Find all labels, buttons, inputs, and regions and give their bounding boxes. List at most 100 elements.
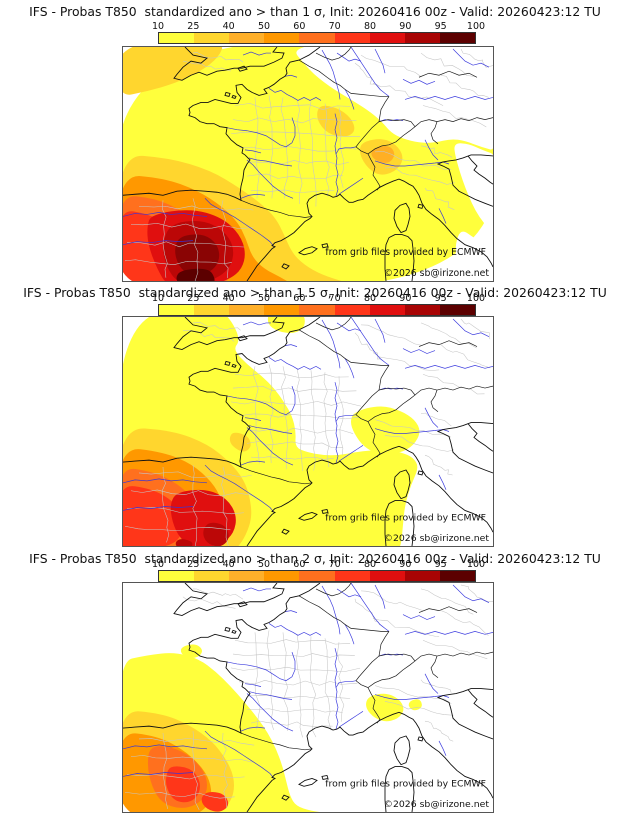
colorbar	[158, 32, 476, 44]
panel-title: IFS - Probas T850 standardized ano > tha…	[29, 4, 601, 19]
colorbar-tick: 95	[434, 559, 447, 570]
copyright-text: ©2026 sb@irizone.net	[384, 533, 490, 544]
probability-region-70-80	[201, 792, 229, 812]
colorbar-segment	[299, 305, 335, 315]
panel-title: IFS - Probas T850 standardized ano > tha…	[23, 285, 607, 300]
colorbar-ticks: 10 25 40 50 60 70 80 90 95 100	[152, 293, 485, 304]
colorbar-ticks: 10 25 40 50 60 70 80 90 95 100	[152, 559, 485, 570]
probability-region-<10	[296, 47, 493, 150]
colorbar-segment	[264, 33, 300, 43]
colorbar-segment	[264, 305, 300, 315]
colorbar-tick: 90	[399, 559, 412, 570]
colorbar-tick: 80	[363, 293, 377, 304]
map-1sigma: from grib files provided by ECMWF ©2026 s…	[122, 46, 494, 282]
colorbar-tick: 40	[222, 293, 235, 304]
forecast-panel-1_5sigma: IFS - Probas T850 standardized ano > tha…	[0, 283, 630, 547]
colorbar-segment	[369, 305, 405, 315]
colorbar-tick: 100	[466, 293, 486, 304]
colorbar-tick: 100	[466, 559, 486, 570]
colorbar-segment	[264, 571, 300, 581]
colorbar-segment	[229, 33, 265, 43]
colorbar-segment	[159, 33, 195, 43]
colorbar-tick: 95	[434, 21, 447, 32]
copyright-text: ©2026 sb@irizone.net	[384, 799, 490, 810]
map-2sigma: from grib files provided by ECMWF ©2026 s…	[122, 582, 494, 813]
probability-region-95-100	[175, 234, 220, 276]
colorbar-segment	[229, 571, 265, 581]
colorbar-tick: 50	[257, 21, 271, 32]
forecast-panel-1sigma: IFS - Probas T850 standardized ano > tha…	[0, 0, 630, 283]
colorbar-tick: 10	[151, 21, 165, 32]
ecmwf-attribution: from grib files provided by ECMWF	[325, 247, 486, 258]
panel-title: IFS - Probas T850 standardized ano > tha…	[29, 551, 601, 566]
probability-region-90-95	[203, 522, 229, 546]
colorbar-tick: 80	[363, 559, 377, 570]
colorbar-segment	[439, 571, 475, 581]
colorbar-segment	[299, 33, 335, 43]
colorbar-tick: 60	[293, 21, 306, 32]
colorbar-segment	[334, 33, 370, 43]
colorbar-segment	[194, 305, 230, 315]
probability-region-25-40	[123, 47, 223, 95]
map-1_5sigma: from grib files provided by ECMWF ©2026 s…	[122, 316, 494, 547]
probability-region-70-80	[166, 766, 200, 803]
colorbar-tick: 70	[328, 559, 341, 570]
probability-region-90-95	[175, 539, 193, 546]
ecmwf-attribution: from grib files provided by ECMWF	[325, 778, 486, 789]
colorbar-tick: 40	[222, 21, 235, 32]
probability-region-70-80	[123, 486, 184, 546]
colorbar-segment	[334, 305, 370, 315]
probability-region-<10	[455, 231, 493, 281]
copyright-text: ©2026 sb@irizone.net	[384, 268, 490, 279]
probability-region-100	[176, 268, 215, 281]
colorbar	[158, 570, 476, 582]
colorbar-segment	[159, 305, 195, 315]
colorbar-segment	[439, 305, 475, 315]
colorbar-tick: 80	[363, 21, 377, 32]
probability-colorbar: 10 25 40 50 60 70 80 90 95 100	[152, 559, 485, 582]
colorbar-tick: 50	[257, 293, 271, 304]
probability-region-40-60	[371, 145, 395, 163]
colorbar-ticks: 10 25 40 50 60 70 80 90 95 100	[152, 21, 485, 32]
colorbar-segment	[229, 305, 265, 315]
colorbar-tick: 60	[293, 559, 306, 570]
probability-region-10-25	[351, 406, 420, 455]
map-svg: from grib files provided by ECMWF ©2026 s…	[123, 317, 493, 546]
colorbar-segment	[404, 571, 440, 581]
colorbar-tick: 70	[328, 21, 341, 32]
colorbar-tick: 10	[151, 293, 165, 304]
colorbar-tick: 40	[222, 559, 235, 570]
map-svg: from grib files provided by ECMWF ©2026 s…	[123, 47, 493, 281]
colorbar-tick: 100	[466, 21, 486, 32]
probability-region-10-25	[267, 317, 305, 333]
colorbar-tick: 10	[151, 559, 165, 570]
colorbar-segment	[369, 571, 405, 581]
colorbar-segment	[194, 571, 230, 581]
colorbar-tick: 95	[434, 293, 447, 304]
colorbar-segment	[334, 571, 370, 581]
colorbar-tick: 25	[187, 559, 200, 570]
probability-region-<10	[454, 143, 493, 231]
colorbar-segment	[194, 33, 230, 43]
colorbar-segment	[299, 571, 335, 581]
colorbar-segment	[369, 33, 405, 43]
probability-region-25-40	[229, 432, 251, 452]
colorbar-segment	[404, 305, 440, 315]
colorbar-tick: 70	[328, 293, 341, 304]
probability-colorbar: 10 25 40 50 60 70 80 90 95 100	[152, 293, 485, 316]
forecast-panel-2sigma: IFS - Probas T850 standardized ano > tha…	[0, 547, 630, 813]
colorbar-segment	[439, 33, 475, 43]
colorbar	[158, 304, 476, 316]
ecmwf-attribution: from grib files provided by ECMWF	[325, 512, 486, 523]
map-svg: from grib files provided by ECMWF ©2026 s…	[123, 583, 493, 812]
colorbar-tick: 90	[399, 293, 412, 304]
colorbar-segment	[404, 33, 440, 43]
colorbar-tick: 25	[187, 21, 200, 32]
colorbar-segment	[159, 571, 195, 581]
colorbar-tick: 90	[399, 21, 412, 32]
probability-colorbar: 10 25 40 50 60 70 80 90 95 100	[152, 21, 485, 44]
colorbar-tick: 60	[293, 293, 306, 304]
colorbar-tick: 25	[187, 293, 200, 304]
colorbar-tick: 50	[257, 559, 271, 570]
